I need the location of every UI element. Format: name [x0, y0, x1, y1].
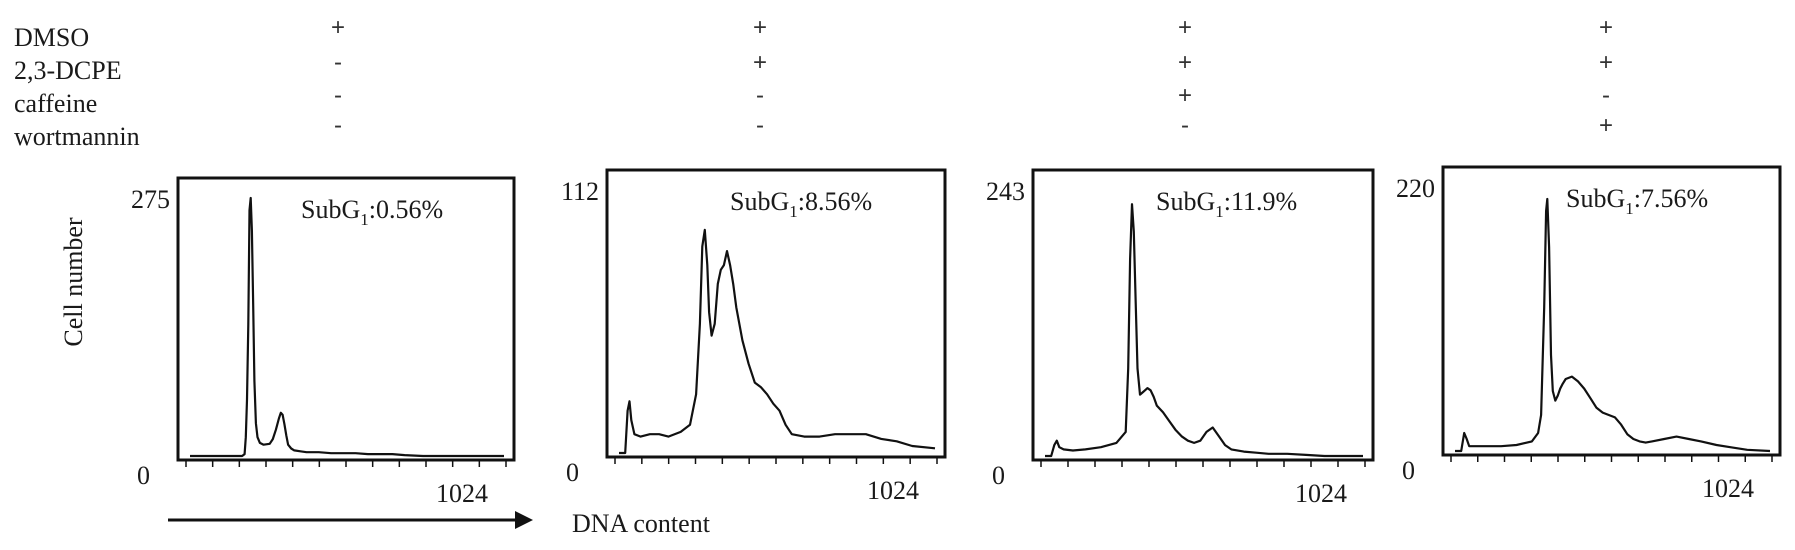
treatment-sign: +: [753, 49, 767, 76]
x-axis-arrowhead-icon: [515, 511, 533, 529]
y-min-label: 0: [137, 461, 150, 490]
treatment-sign: -: [334, 82, 342, 109]
histogram-trace: [190, 196, 504, 458]
y-max-label: 112: [561, 177, 599, 206]
treatment-label-dcpe: 2,3-DCPE: [14, 56, 122, 85]
y-min-label: 0: [1402, 456, 1415, 485]
y-min-label: 0: [566, 458, 579, 487]
treatment-sign: +: [1599, 49, 1613, 76]
x-max-label: 1024: [1702, 474, 1754, 503]
treatment-label-wortmannin: wortmannin: [14, 122, 140, 151]
histogram-panel: 275 0 1024 SubG1:0.56%: [131, 176, 516, 508]
x-max-label: 1024: [867, 476, 919, 505]
y-max-label: 243: [986, 177, 1025, 206]
subg1-annotation: SubG1:8.56%: [730, 187, 872, 221]
treatment-sign: -: [1602, 82, 1610, 109]
treatment-sign: -: [334, 49, 342, 76]
x-max-label: 1024: [436, 479, 488, 508]
treatment-sign: +: [1599, 14, 1613, 41]
treatment-sign: +: [1178, 14, 1192, 41]
y-min-label: 0: [992, 461, 1005, 490]
x-axis-label: DNA content: [572, 509, 711, 538]
subg1-annotation: SubG1:7.56%: [1566, 184, 1708, 218]
treatment-sign-grid: + + + + - + + + - - + - - - - +: [331, 14, 1613, 139]
histogram-trace: [1455, 197, 1771, 453]
treatment-sign: -: [334, 112, 342, 139]
subg1-annotation: SubG1:11.9%: [1156, 187, 1297, 221]
treatment-sign: -: [1181, 112, 1189, 139]
histogram-trace: [1045, 203, 1363, 458]
y-axis-label: Cell number: [59, 217, 88, 347]
treatment-sign: +: [331, 14, 345, 41]
treatment-sign: -: [756, 112, 764, 139]
histogram-panels: 275 0 1024 SubG1:0.56% 112 0 1024 SubG1:8.56% 24…: [131, 165, 1782, 508]
treatment-sign: +: [753, 14, 767, 41]
treatment-label-caffeine: caffeine: [14, 89, 97, 118]
treatment-sign: -: [756, 82, 764, 109]
treatment-sign: +: [1178, 49, 1192, 76]
histogram-panel: 112 0 1024 SubG1:8.56%: [561, 168, 947, 505]
x-max-label: 1024: [1295, 479, 1347, 508]
y-max-label: 275: [131, 185, 170, 214]
treatment-sign: +: [1178, 82, 1192, 109]
histogram-panel: 220 0 1024 SubG1:7.56%: [1396, 165, 1782, 503]
histogram-trace: [619, 228, 936, 455]
y-max-label: 220: [1396, 174, 1435, 203]
treatment-label-dmso: DMSO: [14, 23, 89, 52]
subg1-annotation: SubG1:0.56%: [301, 195, 443, 229]
histogram-panel: 243 0 1024 SubG1:11.9%: [986, 168, 1375, 508]
treatment-sign: +: [1599, 112, 1613, 139]
